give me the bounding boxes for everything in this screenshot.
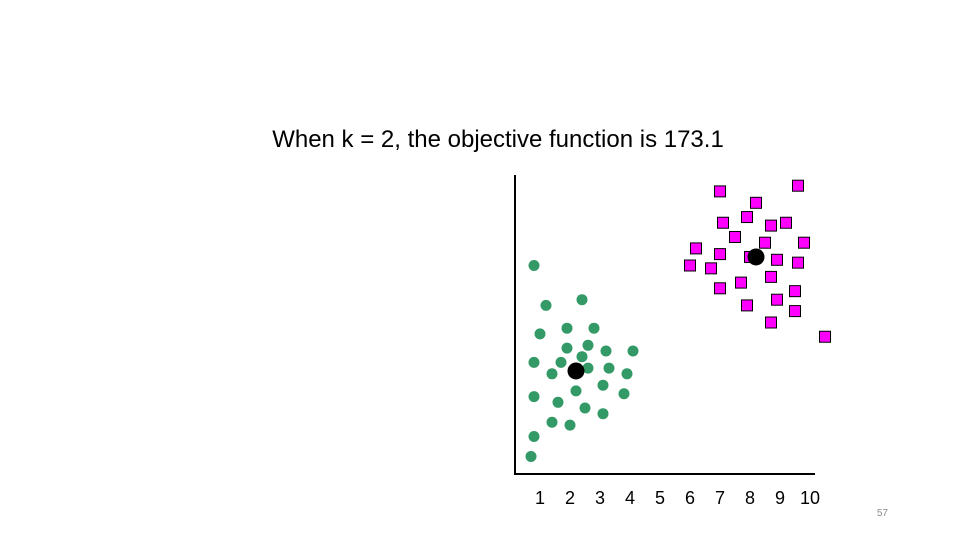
cluster-1-point <box>597 408 609 420</box>
x-tick-label: 10 <box>800 488 820 508</box>
cluster-1-point <box>525 450 537 462</box>
cluster-1-point <box>588 322 600 334</box>
cluster-2-point <box>750 196 762 209</box>
x-tick-label: 2 <box>565 488 575 508</box>
cluster-1-point <box>540 299 552 311</box>
x-tick-label: 6 <box>685 488 695 508</box>
cluster-1-point <box>552 396 564 408</box>
cluster-2-point <box>792 179 804 192</box>
x-tick-label: 7 <box>715 488 725 508</box>
cluster-1-point <box>570 385 582 397</box>
cluster-2-point <box>714 282 726 295</box>
cluster-1-point <box>576 351 588 363</box>
cluster-1-point <box>534 328 546 340</box>
cluster-1-point <box>618 388 630 400</box>
cluster-1-point <box>528 391 540 403</box>
cluster-1-point <box>546 416 558 428</box>
data-points <box>525 179 831 462</box>
plot-axes <box>514 175 815 475</box>
cluster-1-point <box>546 368 558 380</box>
cluster-1-point <box>579 402 591 414</box>
cluster-1-point <box>582 339 594 351</box>
cluster-1-point <box>582 362 594 374</box>
cluster-2-point <box>792 256 804 269</box>
x-tick-label: 3 <box>595 488 605 508</box>
cluster-1-point <box>621 368 633 380</box>
cluster-2-point <box>765 270 777 283</box>
cluster-2-point <box>690 242 702 255</box>
cluster-centroid <box>747 248 765 266</box>
cluster-1-point <box>600 345 612 357</box>
cluster-1-point <box>555 356 567 368</box>
cluster-1-point <box>627 345 639 357</box>
cluster-1-point <box>528 431 540 442</box>
cluster-1-point <box>528 260 540 271</box>
slide-title: When k = 2, the objective function is 17… <box>272 126 724 153</box>
cluster-2-point <box>765 219 777 232</box>
cluster-2-point <box>789 285 801 298</box>
cluster-2-point <box>771 253 783 266</box>
cluster-1-point <box>561 322 573 334</box>
cluster-1-point <box>561 342 573 354</box>
cluster-2-point <box>714 248 726 261</box>
cluster-2-point <box>789 305 801 318</box>
x-tick-label: 4 <box>625 488 635 508</box>
cluster-1-point <box>597 379 609 391</box>
x-tick-labels: 1 2 3 4 5 6 7 8 9 10 <box>535 488 820 508</box>
x-tick-label: 5 <box>655 488 665 508</box>
cluster-2-point <box>759 236 771 249</box>
cluster-1-point <box>564 419 576 431</box>
x-tick-label: 8 <box>745 488 755 508</box>
cluster-1-point <box>528 356 540 368</box>
cluster-2-point <box>741 299 753 312</box>
x-tick-label: 1 <box>535 488 545 508</box>
cluster-2-point <box>729 231 741 243</box>
cluster-2-point <box>798 236 810 249</box>
cluster-2-point <box>819 330 831 343</box>
cluster-2-point <box>771 293 783 306</box>
cluster-2-point <box>765 316 777 329</box>
cluster-centroid <box>567 362 585 380</box>
cluster-2-point <box>780 216 792 229</box>
cluster-2-point <box>684 259 696 272</box>
cluster-2-point <box>714 185 726 198</box>
cluster-2-point <box>717 216 729 229</box>
page-number: 57 <box>876 508 888 519</box>
cluster-2-point <box>735 276 747 289</box>
cluster-2-point <box>705 262 717 275</box>
cluster-1-point <box>603 362 615 374</box>
cluster-2-point <box>741 211 753 224</box>
x-tick-label: 9 <box>775 488 785 508</box>
cluster-1-point <box>576 294 588 306</box>
